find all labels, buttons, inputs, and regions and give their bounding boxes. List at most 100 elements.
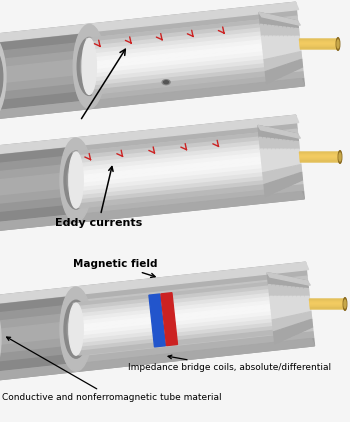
Polygon shape: [278, 17, 283, 27]
Ellipse shape: [60, 138, 92, 222]
Polygon shape: [161, 293, 177, 346]
Polygon shape: [290, 141, 295, 149]
Polygon shape: [275, 274, 280, 286]
Polygon shape: [276, 36, 281, 46]
Polygon shape: [310, 303, 345, 304]
Polygon shape: [263, 172, 268, 185]
Polygon shape: [300, 45, 338, 46]
Polygon shape: [268, 25, 273, 36]
Polygon shape: [271, 138, 276, 149]
Polygon shape: [0, 79, 304, 119]
Polygon shape: [78, 179, 277, 204]
Ellipse shape: [67, 161, 85, 199]
Polygon shape: [264, 59, 269, 72]
Polygon shape: [268, 149, 273, 160]
Polygon shape: [293, 325, 297, 335]
Polygon shape: [77, 318, 286, 344]
Polygon shape: [74, 140, 273, 164]
Polygon shape: [279, 27, 284, 36]
Polygon shape: [0, 164, 301, 204]
Polygon shape: [0, 156, 74, 174]
Polygon shape: [274, 129, 279, 140]
Polygon shape: [0, 75, 91, 93]
Polygon shape: [260, 24, 265, 36]
Polygon shape: [0, 58, 302, 98]
Polygon shape: [300, 156, 340, 157]
Polygon shape: [284, 149, 288, 159]
Polygon shape: [293, 296, 298, 306]
Polygon shape: [275, 26, 280, 36]
Polygon shape: [296, 323, 301, 334]
Polygon shape: [0, 297, 74, 314]
Polygon shape: [0, 78, 304, 119]
Polygon shape: [269, 160, 274, 171]
Polygon shape: [289, 166, 294, 176]
Polygon shape: [0, 305, 74, 323]
Polygon shape: [0, 23, 299, 63]
Polygon shape: [90, 59, 277, 82]
Polygon shape: [0, 2, 296, 42]
Polygon shape: [76, 303, 284, 329]
Polygon shape: [274, 296, 279, 308]
Polygon shape: [0, 354, 79, 372]
Polygon shape: [307, 312, 312, 321]
Polygon shape: [89, 43, 275, 66]
Polygon shape: [280, 65, 285, 77]
Text: Eddy currents: Eddy currents: [55, 167, 142, 228]
Ellipse shape: [344, 300, 346, 308]
Polygon shape: [272, 181, 276, 193]
Polygon shape: [274, 170, 279, 181]
Polygon shape: [267, 273, 310, 285]
Polygon shape: [274, 330, 279, 344]
Polygon shape: [300, 152, 339, 153]
Polygon shape: [89, 47, 275, 70]
Polygon shape: [276, 318, 281, 330]
Polygon shape: [272, 149, 277, 160]
Polygon shape: [300, 160, 341, 161]
Polygon shape: [73, 281, 282, 307]
Polygon shape: [299, 313, 304, 323]
Polygon shape: [274, 16, 279, 27]
Polygon shape: [310, 300, 345, 301]
Polygon shape: [300, 44, 338, 45]
Polygon shape: [0, 150, 300, 190]
Polygon shape: [75, 148, 274, 172]
Polygon shape: [259, 13, 264, 25]
Polygon shape: [291, 28, 295, 36]
Polygon shape: [286, 19, 291, 28]
Polygon shape: [78, 329, 287, 355]
Polygon shape: [294, 173, 299, 183]
Polygon shape: [288, 287, 293, 296]
Polygon shape: [0, 283, 308, 325]
Polygon shape: [267, 138, 272, 149]
Polygon shape: [294, 20, 298, 29]
Ellipse shape: [82, 38, 96, 95]
Polygon shape: [265, 160, 271, 172]
Polygon shape: [0, 66, 90, 85]
Polygon shape: [0, 44, 301, 84]
Polygon shape: [286, 296, 290, 306]
Polygon shape: [0, 172, 76, 190]
Polygon shape: [261, 160, 267, 173]
Polygon shape: [258, 125, 300, 138]
Polygon shape: [279, 140, 284, 149]
Polygon shape: [281, 46, 286, 56]
Polygon shape: [308, 319, 313, 329]
Polygon shape: [91, 62, 277, 87]
Polygon shape: [74, 285, 282, 311]
Polygon shape: [280, 286, 286, 296]
Ellipse shape: [0, 46, 3, 108]
Polygon shape: [263, 138, 268, 149]
Polygon shape: [278, 169, 283, 180]
Polygon shape: [74, 136, 272, 160]
Polygon shape: [289, 296, 294, 306]
Polygon shape: [272, 319, 277, 332]
Polygon shape: [277, 159, 282, 170]
Polygon shape: [297, 51, 302, 60]
Polygon shape: [300, 48, 338, 49]
Polygon shape: [310, 304, 345, 305]
Polygon shape: [0, 16, 298, 56]
Polygon shape: [300, 154, 340, 156]
Ellipse shape: [338, 151, 342, 163]
Polygon shape: [77, 172, 276, 196]
